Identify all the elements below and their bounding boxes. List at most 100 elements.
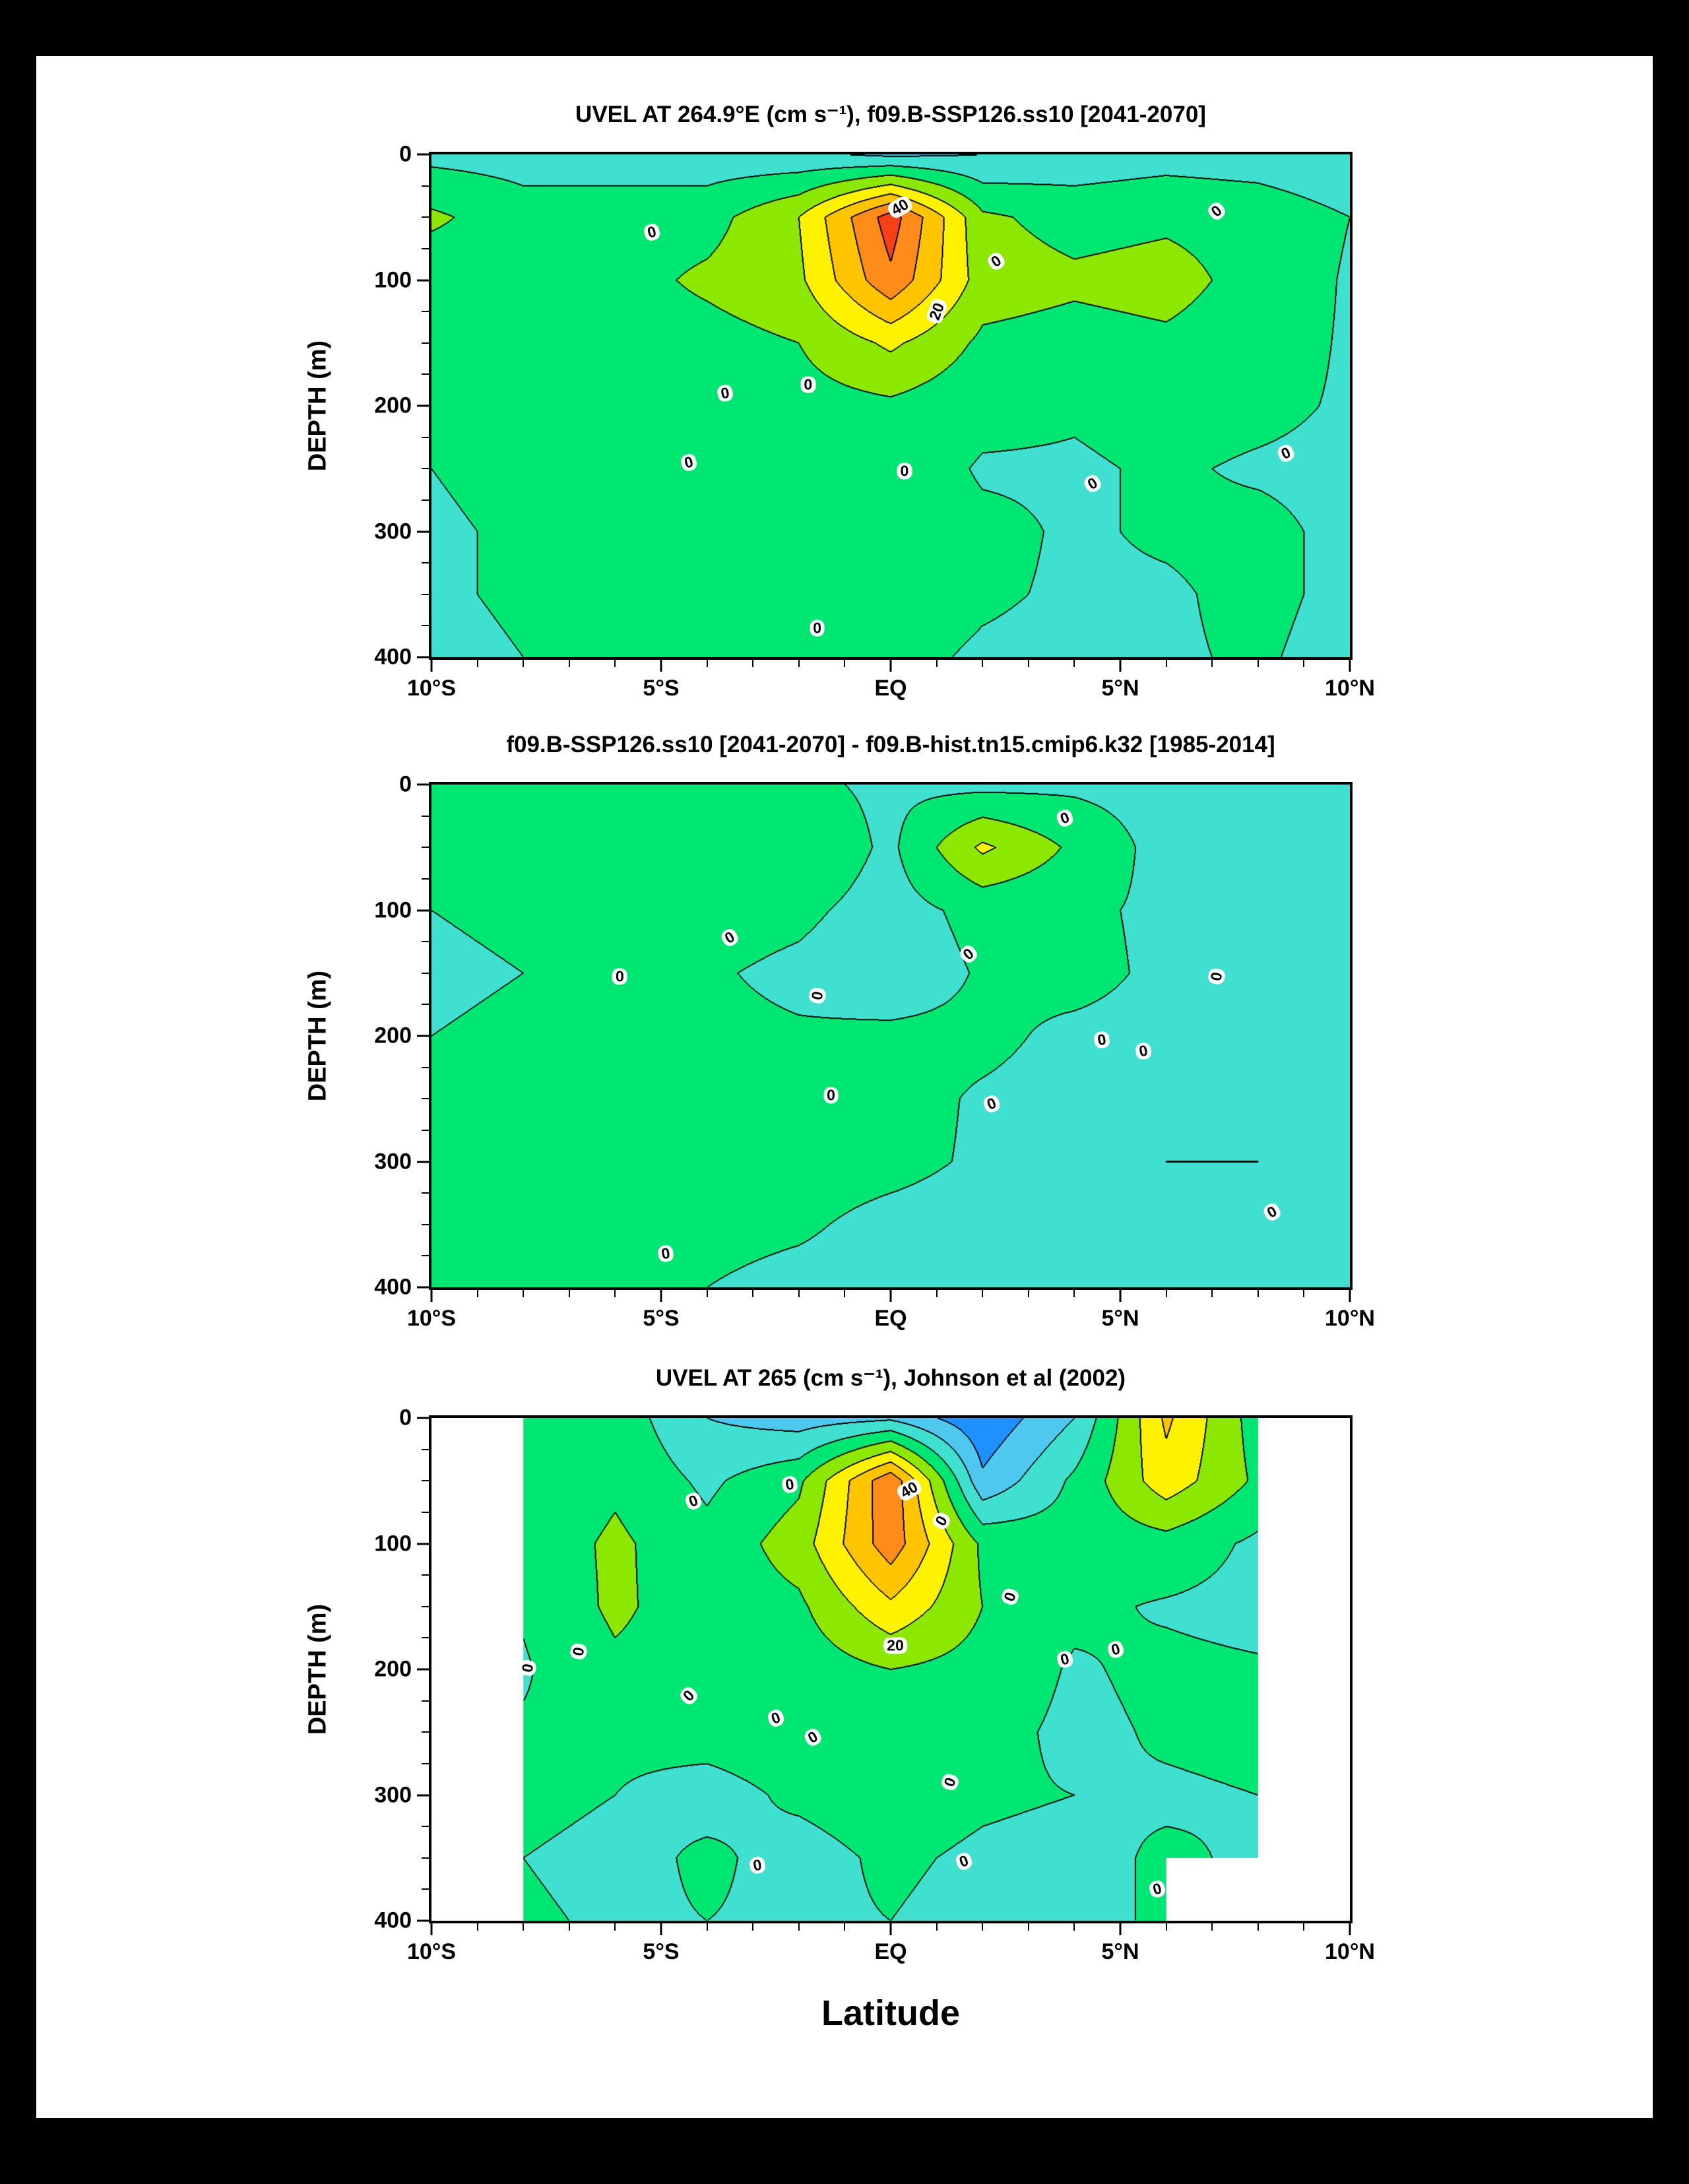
y-tick-label: 300	[374, 519, 412, 544]
y-minor-tick	[422, 1004, 429, 1006]
y-minor-tick	[422, 1700, 429, 1702]
x-major-tick	[889, 1923, 892, 1935]
y-tick-label: 0	[399, 141, 412, 167]
x-major-tick	[1349, 1923, 1351, 1935]
x-tick-label: 5°S	[643, 1306, 680, 1331]
y-major-tick	[417, 783, 429, 786]
x-minor-tick	[614, 660, 616, 667]
x-minor-tick	[844, 660, 846, 667]
y-major-tick	[417, 1919, 429, 1922]
x-minor-tick	[752, 1923, 754, 1931]
y-major-tick	[417, 1035, 429, 1037]
panel-ssp126-minus-hist: f09.B-SSP126.ss10 [2041-2070] - f09.B-hi…	[304, 732, 1375, 1332]
contour-label: 0	[800, 376, 816, 393]
x-major-tick	[660, 660, 662, 672]
contour-label: 20	[883, 1637, 907, 1654]
x-minor-tick	[568, 1290, 570, 1297]
x-major-tick	[430, 1923, 433, 1935]
x-major-tick	[889, 1290, 892, 1302]
y-minor-tick	[422, 593, 429, 595]
y-minor-tick	[422, 1637, 429, 1639]
y-minor-tick	[422, 1731, 429, 1733]
x-major-tick	[660, 1290, 662, 1302]
x-major-tick	[430, 660, 433, 672]
x-minor-tick	[706, 660, 708, 667]
y-minor-tick	[422, 878, 429, 880]
x-minor-tick	[523, 1923, 525, 1931]
y-minor-tick	[422, 373, 429, 375]
x-minor-tick	[476, 660, 478, 667]
y-tick-label: 200	[374, 1023, 412, 1048]
x-minor-tick	[1211, 1923, 1213, 1931]
y-tick-label: 300	[374, 1149, 412, 1174]
plot-area: 10°S 5°S EQ 5°N 10°N 0 100 200 300 400 0 40 20 0 0 0 0 0 0…	[374, 142, 1375, 701]
y-minor-tick	[422, 815, 429, 817]
x-minor-tick	[1165, 1290, 1167, 1297]
x-minor-tick	[1211, 1290, 1213, 1297]
y-tick-label: 400	[374, 1274, 412, 1300]
panel-uvel-ssp126: UVEL AT 264.9°E (cm s⁻¹), f09.B-SSP126.s…	[304, 102, 1375, 701]
y-axis-title: DEPTH (m)	[303, 970, 332, 1102]
x-major-tick	[1119, 1923, 1122, 1935]
y-minor-tick	[422, 311, 429, 313]
x-minor-tick	[982, 1290, 984, 1297]
contour-field	[431, 785, 1350, 1287]
x-minor-tick	[1165, 660, 1167, 667]
y-minor-tick	[422, 1192, 429, 1194]
x-minor-tick	[1073, 1923, 1075, 1931]
x-major-tick	[430, 1290, 433, 1302]
y-minor-tick	[422, 216, 429, 218]
y-minor-tick	[422, 1826, 429, 1828]
x-minor-tick	[476, 1923, 478, 1931]
x-minor-tick	[798, 1923, 800, 1931]
y-major-tick	[417, 1286, 429, 1289]
y-tick-label: 200	[374, 1656, 412, 1682]
x-minor-tick	[1257, 1290, 1259, 1297]
x-minor-tick	[752, 1290, 754, 1297]
y-major-tick	[417, 404, 429, 407]
x-minor-tick	[568, 660, 570, 667]
x-minor-tick	[844, 1923, 846, 1931]
y-minor-tick	[422, 625, 429, 627]
y-minor-tick	[422, 1066, 429, 1068]
y-minor-tick	[422, 1762, 429, 1764]
x-minor-tick	[844, 1290, 846, 1297]
contour-label: 0	[897, 463, 912, 480]
x-minor-tick	[982, 660, 984, 667]
x-major-tick	[1119, 1290, 1122, 1302]
x-tick-label: 10°S	[406, 1306, 457, 1331]
y-minor-tick	[422, 941, 429, 943]
y-tick-label: 100	[374, 897, 412, 922]
y-major-tick	[417, 1668, 429, 1671]
contour-field	[431, 154, 1350, 657]
x-major-tick	[889, 660, 892, 672]
contour-label: 0	[612, 968, 627, 985]
y-axis-title: DEPTH (m)	[303, 340, 332, 472]
y-minor-tick	[422, 1480, 429, 1482]
x-major-tick	[1349, 660, 1351, 672]
y-axis-title: DEPTH (m)	[303, 1603, 332, 1735]
y-minor-tick	[422, 499, 429, 501]
plot-area: 10°S 5°S EQ 5°N 10°N 0 100 200 300 400 0 0 0 0 0 0 0 0 0 0 0…	[374, 772, 1375, 1332]
y-minor-tick	[422, 436, 429, 438]
contour-label: 0	[823, 1087, 839, 1104]
x-tick-label: EQ	[874, 676, 907, 701]
y-tick-label: 400	[374, 1908, 412, 1933]
x-tick-label: EQ	[874, 1306, 907, 1331]
x-minor-tick	[1211, 660, 1213, 667]
panel-title: UVEL AT 265 (cm s⁻¹), Johnson et al (200…	[655, 1365, 1126, 1391]
x-minor-tick	[1027, 660, 1029, 667]
panel-uvel-johnson: UVEL AT 265 (cm s⁻¹), Johnson et al (200…	[304, 1365, 1375, 1965]
x-minor-tick	[936, 1923, 938, 1931]
x-minor-tick	[1303, 1923, 1305, 1931]
y-major-tick	[417, 279, 429, 281]
y-minor-tick	[422, 847, 429, 849]
y-minor-tick	[422, 1223, 429, 1225]
x-tick-label: 5°N	[1101, 1306, 1139, 1331]
plot-area: 10°S 5°S EQ 5°N 10°N 0 100 200 300 400 0 0 40 0 20 0 0 0 0…	[374, 1405, 1375, 1965]
x-minor-tick	[798, 1290, 800, 1297]
y-minor-tick	[422, 1574, 429, 1576]
x-minor-tick	[1165, 1923, 1167, 1931]
x-minor-tick	[798, 660, 800, 667]
